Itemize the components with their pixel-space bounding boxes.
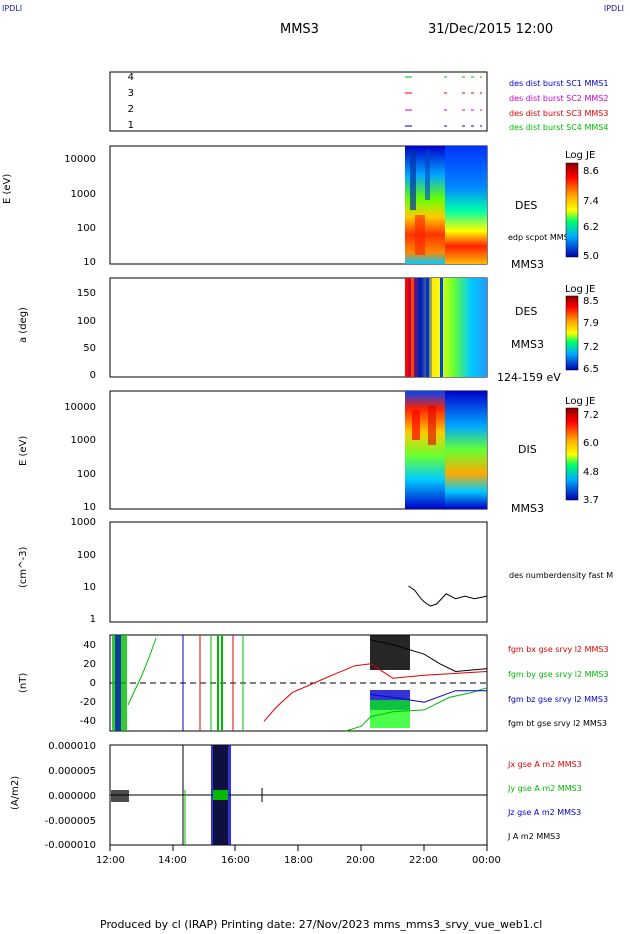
p3-cbar-tick: 7.2 xyxy=(583,342,599,353)
p7-tick: 0.000010 xyxy=(48,741,96,752)
p4-cbar-tick: 4.8 xyxy=(583,467,599,478)
p6-legend-bz: fgm bz gse srvy l2 MMS3 xyxy=(508,695,609,704)
p7-tick: -0.000010 xyxy=(44,840,96,851)
p6-legend-bt: fgm bt gse srvy l2 MMS3 xyxy=(508,719,607,728)
p4-cbar-title: Log JE xyxy=(565,396,596,407)
p6-tick: -40 xyxy=(79,716,96,727)
p4-tick: 10 xyxy=(83,502,96,513)
p7-bursts xyxy=(110,745,487,845)
p1-legend-3: des dist burst SC3 MMS3 xyxy=(509,109,609,118)
p1-legend-1: des dist burst SC1 MMS1 xyxy=(509,79,609,88)
p6-early-spikes xyxy=(112,635,244,731)
p5-tick: 10 xyxy=(83,582,96,593)
bt-line xyxy=(370,639,488,673)
time-tick: 18:00 xyxy=(284,855,313,866)
p7-legend-jx: Jx gse A m2 MMS3 xyxy=(508,760,582,769)
p6-tick: -20 xyxy=(79,697,96,708)
p6-legend-bx: fgm bx gse srvy l2 MMS3 xyxy=(508,645,609,654)
p5-tick: 1000 xyxy=(70,517,96,528)
p1-tick: 1 xyxy=(127,120,134,131)
time-tick: 22:00 xyxy=(409,855,438,866)
footer-text: Produced by cl (IRAP) Printing date: 27/… xyxy=(100,918,543,931)
p3-tick: 150 xyxy=(76,288,96,299)
p2-tick: 100 xyxy=(76,223,96,234)
p2-tick: 10 xyxy=(83,257,96,268)
p6-tick: 40 xyxy=(83,640,96,651)
p2-tick: 1000 xyxy=(70,189,96,200)
corner-label-left: IPDLI xyxy=(2,4,23,13)
p4-species: DIS xyxy=(518,443,537,456)
p1-availability xyxy=(405,76,482,127)
p7-tick: -0.000005 xyxy=(44,816,96,827)
p3-sc: MMS3 xyxy=(511,338,544,351)
p5-legend: des numberdensity fast M xyxy=(509,571,614,580)
p5-tick: 100 xyxy=(76,550,96,561)
p4-tick: 100 xyxy=(76,469,96,480)
p3-cbar-tick: 7.9 xyxy=(583,318,599,329)
p4-cbar-tick: 7.2 xyxy=(583,410,599,421)
p1-tick: 4 xyxy=(127,72,134,83)
p2-colorbar xyxy=(565,162,579,258)
bx-line xyxy=(263,663,488,722)
p3-energy: 124-159 eV xyxy=(497,371,561,384)
p6-tick: 0 xyxy=(89,678,96,689)
time-tick: 16:00 xyxy=(221,855,250,866)
p2-cbar-tick: 7.4 xyxy=(583,196,599,207)
p1-frame xyxy=(109,71,488,132)
p3-tick: 100 xyxy=(76,316,96,327)
p6-bt-noise xyxy=(370,635,410,670)
p4-tick: 1000 xyxy=(70,435,96,446)
p2-cbar-tick: 8.6 xyxy=(583,166,599,177)
time-tick: 14:00 xyxy=(158,855,187,866)
p5-tick: 1 xyxy=(89,614,96,625)
p4-sc: MMS3 xyxy=(511,502,544,515)
p2-extra: edp scpot MMS3 xyxy=(508,233,574,242)
p2-spectrogram xyxy=(405,146,487,264)
p6-by-noise xyxy=(370,700,410,728)
spacecraft-title: MMS3 xyxy=(280,22,319,37)
p6-legend-by: fgm by gse srvy l2 MMS3 xyxy=(508,670,609,679)
p2-cbar-tick: 5.0 xyxy=(583,251,599,262)
p1-tick: 2 xyxy=(127,104,134,115)
p3-colorbar xyxy=(565,295,579,371)
p2-cbar-title: Log JE xyxy=(565,150,596,161)
p6-tick: 20 xyxy=(83,659,96,670)
p4-spectrogram xyxy=(405,391,487,509)
p7-legend-j: J A m2 MMS3 xyxy=(508,832,561,841)
time-tick: 00:00 xyxy=(472,855,501,866)
corner-label-right: IPDLI xyxy=(603,4,624,13)
datetime-title: 31/Dec/2015 12:00 xyxy=(428,22,554,37)
time-axis-ticks xyxy=(109,845,488,851)
p3-tick: 0 xyxy=(89,370,96,381)
p2-species: DES xyxy=(515,199,538,212)
p3-spectrogram xyxy=(405,278,487,377)
p3-cbar-tick: 8.5 xyxy=(583,296,599,307)
time-tick: 20:00 xyxy=(346,855,375,866)
p7-tick: 0.000000 xyxy=(48,791,96,802)
p1-tick: 3 xyxy=(127,88,134,99)
p7-tick: 0.000005 xyxy=(48,766,96,777)
p7-legend-jz: Jz gse A m2 MMS3 xyxy=(508,808,582,817)
p4-colorbar xyxy=(565,407,579,501)
p1-legend-2: des dist burst SC2 MMS2 xyxy=(509,94,609,103)
p1-legend-4: des dist burst SC4 MMS4 xyxy=(509,123,609,132)
p7-legend-jy: Jy gse A m2 MMS3 xyxy=(508,784,582,793)
p4-tick: 10000 xyxy=(64,402,96,413)
time-tick: 12:00 xyxy=(96,855,125,866)
p3-species: DES xyxy=(515,305,538,318)
p4-cbar-tick: 3.7 xyxy=(583,495,599,506)
p3-cbar-title: Log JE xyxy=(565,284,596,295)
p3-cbar-tick: 6.5 xyxy=(583,364,599,375)
bz-line xyxy=(370,690,487,703)
p2-sc: MMS3 xyxy=(511,258,544,271)
p2-tick: 10000 xyxy=(64,154,96,165)
p3-tick: 50 xyxy=(83,343,96,354)
density-line xyxy=(408,585,488,607)
by-line xyxy=(345,687,488,732)
p2-cbar-tick: 6.2 xyxy=(583,222,599,233)
p5-frame xyxy=(109,521,488,623)
p4-cbar-tick: 6.0 xyxy=(583,438,599,449)
